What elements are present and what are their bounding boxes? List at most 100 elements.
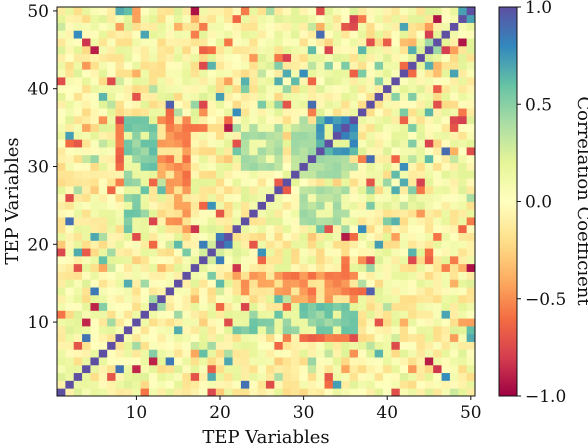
- heatmap-cell: [341, 115, 350, 125]
- heatmap-cell: [140, 22, 150, 31]
- heatmap-cell: [433, 325, 442, 335]
- heatmap-cell: [57, 333, 66, 342]
- heatmap-cell: [441, 217, 451, 226]
- heatmap-cell: [433, 388, 442, 397]
- heatmap-cell: [182, 69, 192, 78]
- heatmap-cell: [157, 30, 167, 39]
- heatmap-cell: [73, 22, 83, 31]
- heatmap-cell: [132, 14, 141, 23]
- heatmap-cell: [274, 255, 284, 265]
- heatmap-cell: [82, 271, 91, 280]
- heatmap-cell: [266, 162, 275, 171]
- heatmap-cell: [98, 232, 108, 241]
- heatmap-cell: [165, 53, 175, 62]
- heatmap-cell: [332, 61, 342, 70]
- heatmap-cell: [282, 302, 292, 311]
- heatmap-cell: [366, 131, 376, 140]
- heatmap-cell: [174, 341, 183, 350]
- heatmap-cell: [232, 178, 242, 187]
- heatmap-cell: [240, 209, 250, 218]
- heatmap-cell: [190, 318, 200, 327]
- heatmap-cell: [408, 388, 417, 397]
- heatmap-cell: [174, 271, 183, 280]
- heatmap-cell: [374, 61, 384, 70]
- heatmap-cell: [232, 170, 242, 179]
- heatmap-cell: [73, 310, 83, 319]
- heatmap-cell: [299, 77, 309, 86]
- heatmap-cell: [107, 341, 116, 350]
- heatmap-cell: [157, 302, 167, 311]
- heatmap-cell: [215, 185, 225, 195]
- heatmap-cell: [433, 185, 442, 195]
- heatmap-cell: [148, 287, 158, 296]
- heatmap-cell: [123, 22, 133, 31]
- heatmap-cell: [341, 84, 350, 93]
- heatmap-cell: [383, 22, 392, 31]
- heatmap-cell: [383, 341, 392, 350]
- heatmap-cell: [148, 193, 158, 202]
- heatmap-cell: [240, 178, 250, 187]
- heatmap-cell: [357, 310, 367, 319]
- heatmap-cell: [224, 263, 233, 272]
- heatmap-cell: [324, 92, 334, 101]
- heatmap-cell: [65, 139, 75, 148]
- heatmap-cell: [123, 193, 133, 202]
- heatmap-cell: [341, 61, 350, 70]
- heatmap-cell: [274, 84, 284, 93]
- heatmap-cell: [148, 108, 158, 117]
- heatmap-cell: [132, 69, 141, 78]
- heatmap-cell: [391, 209, 401, 218]
- heatmap-cell: [174, 61, 183, 70]
- heatmap-cell: [123, 372, 133, 381]
- heatmap-cell: [299, 271, 309, 280]
- heatmap-cell: [140, 131, 150, 140]
- heatmap-cell: [399, 209, 409, 218]
- heatmap-cell: [332, 45, 342, 55]
- heatmap-cell: [82, 193, 91, 202]
- heatmap-cell: [399, 217, 409, 226]
- heatmap-cell: [458, 357, 468, 366]
- heatmap-cell: [215, 69, 225, 78]
- heatmap-cell: [441, 294, 451, 304]
- heatmap-cell: [408, 333, 417, 342]
- heatmap-cell: [391, 302, 401, 311]
- heatmap-cell: [190, 341, 200, 350]
- heatmap-cell: [98, 84, 108, 93]
- heatmap-cell: [408, 364, 417, 374]
- heatmap-cell: [399, 100, 409, 109]
- heatmap-cell: [424, 38, 434, 47]
- heatmap-cell: [199, 7, 208, 16]
- heatmap-cell: [57, 53, 66, 62]
- heatmap-cell: [332, 224, 342, 234]
- heatmap-cell: [449, 388, 459, 397]
- heatmap-cell: [165, 364, 175, 374]
- heatmap-cell: [157, 341, 167, 350]
- heatmap-cell: [374, 69, 384, 78]
- heatmap-cell: [291, 333, 300, 342]
- heatmap-cell: [299, 92, 309, 101]
- heatmap-cell: [90, 263, 100, 272]
- heatmap-cell: [174, 162, 183, 171]
- heatmap-cell: [366, 357, 376, 366]
- heatmap-cell: [307, 185, 317, 195]
- heatmap-cell: [324, 154, 334, 163]
- heatmap-cell: [466, 61, 476, 70]
- heatmap-cell: [190, 217, 200, 226]
- heatmap-cell: [424, 217, 434, 226]
- heatmap-cell: [57, 248, 66, 257]
- heatmap-cell: [299, 240, 309, 249]
- heatmap-cell: [366, 325, 376, 335]
- heatmap-cell: [433, 209, 442, 218]
- heatmap-cell: [399, 61, 409, 70]
- heatmap-cell: [332, 38, 342, 47]
- heatmap-cell: [374, 294, 384, 304]
- heatmap-cell: [458, 372, 468, 381]
- heatmap-cell: [458, 84, 468, 93]
- heatmap-cell: [98, 333, 108, 342]
- heatmap-cell: [341, 341, 350, 350]
- heatmap-cell: [416, 100, 426, 109]
- heatmap-cell: [115, 248, 125, 257]
- heatmap-cell: [90, 108, 100, 117]
- heatmap-cell: [383, 139, 392, 148]
- heatmap-cell: [90, 217, 100, 226]
